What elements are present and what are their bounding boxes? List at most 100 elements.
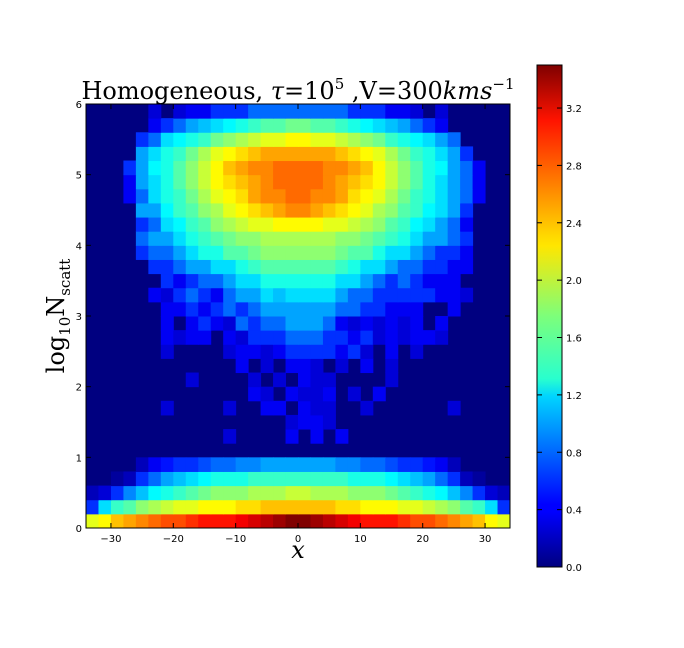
- heatmap-cell: [460, 513, 474, 529]
- heatmap-cell: [372, 485, 386, 501]
- heatmap-cell: [385, 471, 399, 487]
- heatmap-cell: [447, 245, 461, 260]
- heatmap-cell: [435, 287, 449, 303]
- heatmap-cell: [360, 513, 374, 529]
- heatmap-cell: [173, 104, 187, 119]
- heatmap-cell: [335, 217, 349, 232]
- heatmap-cell: [235, 188, 249, 204]
- heatmap-cell: [248, 174, 262, 190]
- heatmap-cell: [285, 316, 299, 331]
- heatmap-cell: [385, 188, 399, 204]
- heatmap-cell: [185, 188, 199, 204]
- heatmap-cell: [248, 485, 262, 501]
- heatmap-cell: [285, 330, 299, 345]
- heatmap-cell: [435, 202, 449, 218]
- heatmap-cell: [410, 457, 424, 472]
- heatmap-cell: [123, 471, 137, 487]
- heatmap-cell: [198, 330, 212, 345]
- heatmap-cell: [198, 301, 212, 317]
- heatmap-cell: [298, 245, 311, 260]
- heatmap-cell: [447, 301, 461, 317]
- heatmap-cell: [173, 132, 187, 147]
- heatmap-cell: [198, 132, 212, 147]
- heatmap-cell: [185, 499, 199, 515]
- heatmap-cell: [135, 160, 149, 176]
- heatmap-cell: [260, 513, 274, 529]
- heatmap-cell: [347, 485, 361, 501]
- heatmap-cell: [335, 132, 349, 147]
- heatmap-cell: [273, 400, 287, 416]
- heatmap-cell: [148, 132, 162, 147]
- heatmap-cell: [410, 202, 424, 218]
- heatmap-cell: [148, 188, 162, 204]
- heatmap-cell: [447, 485, 461, 501]
- heatmap-cell: [372, 316, 386, 331]
- heatmap-cell: [447, 146, 461, 162]
- heatmap-cell: [372, 231, 386, 246]
- heatmap-cell: [397, 330, 411, 345]
- heatmap-cell: [322, 118, 336, 133]
- heatmap-cell: [497, 499, 511, 515]
- heatmap-cell: [347, 146, 361, 162]
- chart-title: Homogeneous, τ=105 ,V=300kms−1: [81, 75, 514, 105]
- heatmap-cell: [385, 132, 399, 147]
- heatmap-cell: [210, 513, 224, 529]
- heatmap-cell: [198, 245, 212, 260]
- heatmap-cell: [173, 485, 187, 501]
- heatmap-cell: [347, 344, 361, 359]
- heatmap-cell: [298, 104, 311, 119]
- heatmap-cell: [248, 132, 262, 147]
- heatmap-cell: [285, 188, 299, 204]
- heatmap-cell: [298, 344, 311, 359]
- heatmap-cell: [285, 414, 299, 430]
- heatmap-cell: [322, 372, 336, 388]
- heatmap-cell: [198, 160, 212, 176]
- colorbar-tick-label: 1.6: [566, 334, 582, 345]
- heatmap-cell: [447, 273, 461, 289]
- heatmap-cell: [235, 471, 249, 487]
- heatmap-cell: [223, 457, 237, 472]
- heatmap-cell: [123, 160, 137, 176]
- heatmap-cell: [335, 104, 349, 119]
- heatmap-cell: [210, 499, 224, 515]
- heatmap-cell: [310, 217, 324, 232]
- heatmap-cell: [160, 146, 174, 162]
- heatmap-cell: [260, 174, 274, 190]
- heatmap-cell: [235, 273, 249, 289]
- heatmap-cell: [185, 217, 199, 232]
- heatmap-cell: [273, 485, 287, 501]
- heatmap-cell: [310, 386, 324, 402]
- heatmap-cell: [397, 146, 411, 162]
- heatmap-cell: [248, 231, 262, 246]
- heatmap-cell: [148, 174, 162, 190]
- heatmap-cell: [435, 160, 449, 176]
- heatmap-cell: [422, 273, 436, 289]
- heatmap-cell: [135, 471, 149, 487]
- heatmap-cell: [322, 400, 336, 416]
- heatmap-cell: [235, 344, 249, 359]
- x-axis-label: x: [291, 536, 305, 564]
- heatmap-cell: [223, 316, 237, 331]
- heatmap-cell: [160, 301, 174, 317]
- heatmap-cell: [298, 217, 311, 232]
- heatmap-cell: [397, 499, 411, 515]
- heatmap-cell: [210, 245, 224, 260]
- heatmap-cell: [260, 231, 274, 246]
- heatmap-cell: [298, 301, 311, 317]
- heatmap-cell: [322, 104, 336, 119]
- heatmap-cell: [360, 118, 374, 133]
- heatmap-cell: [273, 273, 287, 289]
- heatmap-cell: [298, 358, 311, 374]
- heatmap-cell: [148, 231, 162, 246]
- heatmap-cell: [198, 471, 212, 487]
- heatmap-cell: [298, 132, 311, 147]
- heatmap-cell: [173, 146, 187, 162]
- heatmap-cell: [460, 485, 474, 501]
- heatmap-cell: [435, 188, 449, 204]
- heatmap-cell: [123, 188, 137, 204]
- heatmap-cell: [260, 202, 274, 218]
- heatmap-cell: [310, 330, 324, 345]
- heatmap-cell: [223, 160, 237, 176]
- heatmap-cell: [397, 231, 411, 246]
- heatmap-cell: [322, 231, 336, 246]
